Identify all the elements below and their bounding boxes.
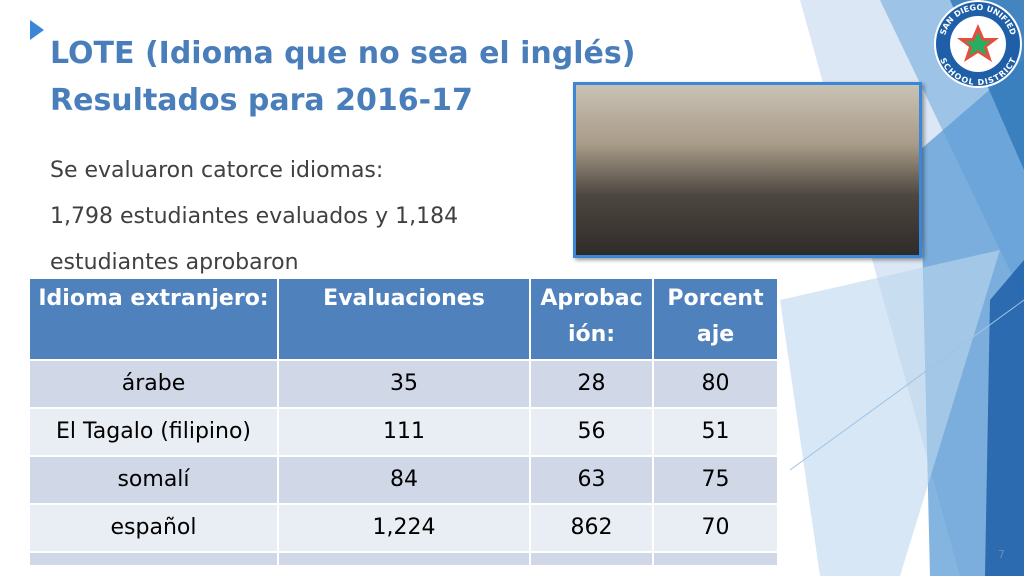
body-line: Se evaluaron catorce idiomas: (50, 158, 384, 183)
table-cell: 1,224 (278, 503, 531, 552)
table-row: El Tagalo (filipino) 111 56 51 (30, 407, 779, 456)
table-cell: 63 (530, 455, 654, 504)
rule (789, 299, 1024, 471)
header-cell: Idioma extranjero: (30, 279, 279, 360)
body-line: 1,798 estudiantes evaluados y 1,184 (50, 204, 459, 229)
title: LOTE (Idioma que no sea el inglés) Resul… (50, 30, 635, 124)
header-cell: Porcentaje (653, 279, 779, 360)
header-cell: Evaluaciones (278, 279, 531, 360)
table-cell: 28 (530, 359, 654, 408)
title-line: LOTE (Idioma que no sea el inglés) (50, 36, 636, 71)
table-cell: 80 (653, 359, 779, 408)
table-cell: 70 (653, 503, 779, 552)
table-cell: 51 (653, 407, 779, 456)
logo-star-inner (965, 32, 991, 56)
table-cell: 75 (653, 455, 779, 504)
table-row: somalí 84 63 75 (30, 455, 779, 504)
table-cell: somalí (30, 455, 279, 504)
table-cell (30, 551, 279, 565)
table-cell: El Tagalo (filipino) (30, 407, 279, 456)
title-line: Resultados para 2016-17 (50, 83, 473, 118)
table-row (30, 551, 779, 565)
body-line: estudiantes aprobaron (50, 250, 299, 275)
bullet-mark (30, 20, 44, 40)
table-cell (530, 551, 654, 565)
photo (573, 82, 922, 258)
table-row: español 1,224 862 70 (30, 503, 779, 552)
table-cell: 35 (278, 359, 531, 408)
table-cell (278, 551, 531, 565)
shard (985, 260, 1024, 576)
table-cell: español (30, 503, 279, 552)
table-cell: 111 (278, 407, 531, 456)
table-cell: 56 (530, 407, 654, 456)
shard (780, 250, 1000, 576)
header-row: Idioma extranjero: Evaluaciones Aprobación… (30, 279, 779, 360)
page-number: 7 (998, 548, 1005, 561)
table-cell: 84 (278, 455, 531, 504)
table-cell (653, 551, 779, 565)
table-cell: 862 (530, 503, 654, 552)
header-cell: Aprobación: (530, 279, 654, 360)
results-table: Idioma extranjero: Evaluaciones Aprobación… (30, 279, 779, 565)
table-cell: árabe (30, 359, 279, 408)
table-row: árabe 35 28 80 (30, 359, 779, 408)
body-text: Se evaluaron catorce idiomas: 1,798 estud… (50, 148, 458, 286)
